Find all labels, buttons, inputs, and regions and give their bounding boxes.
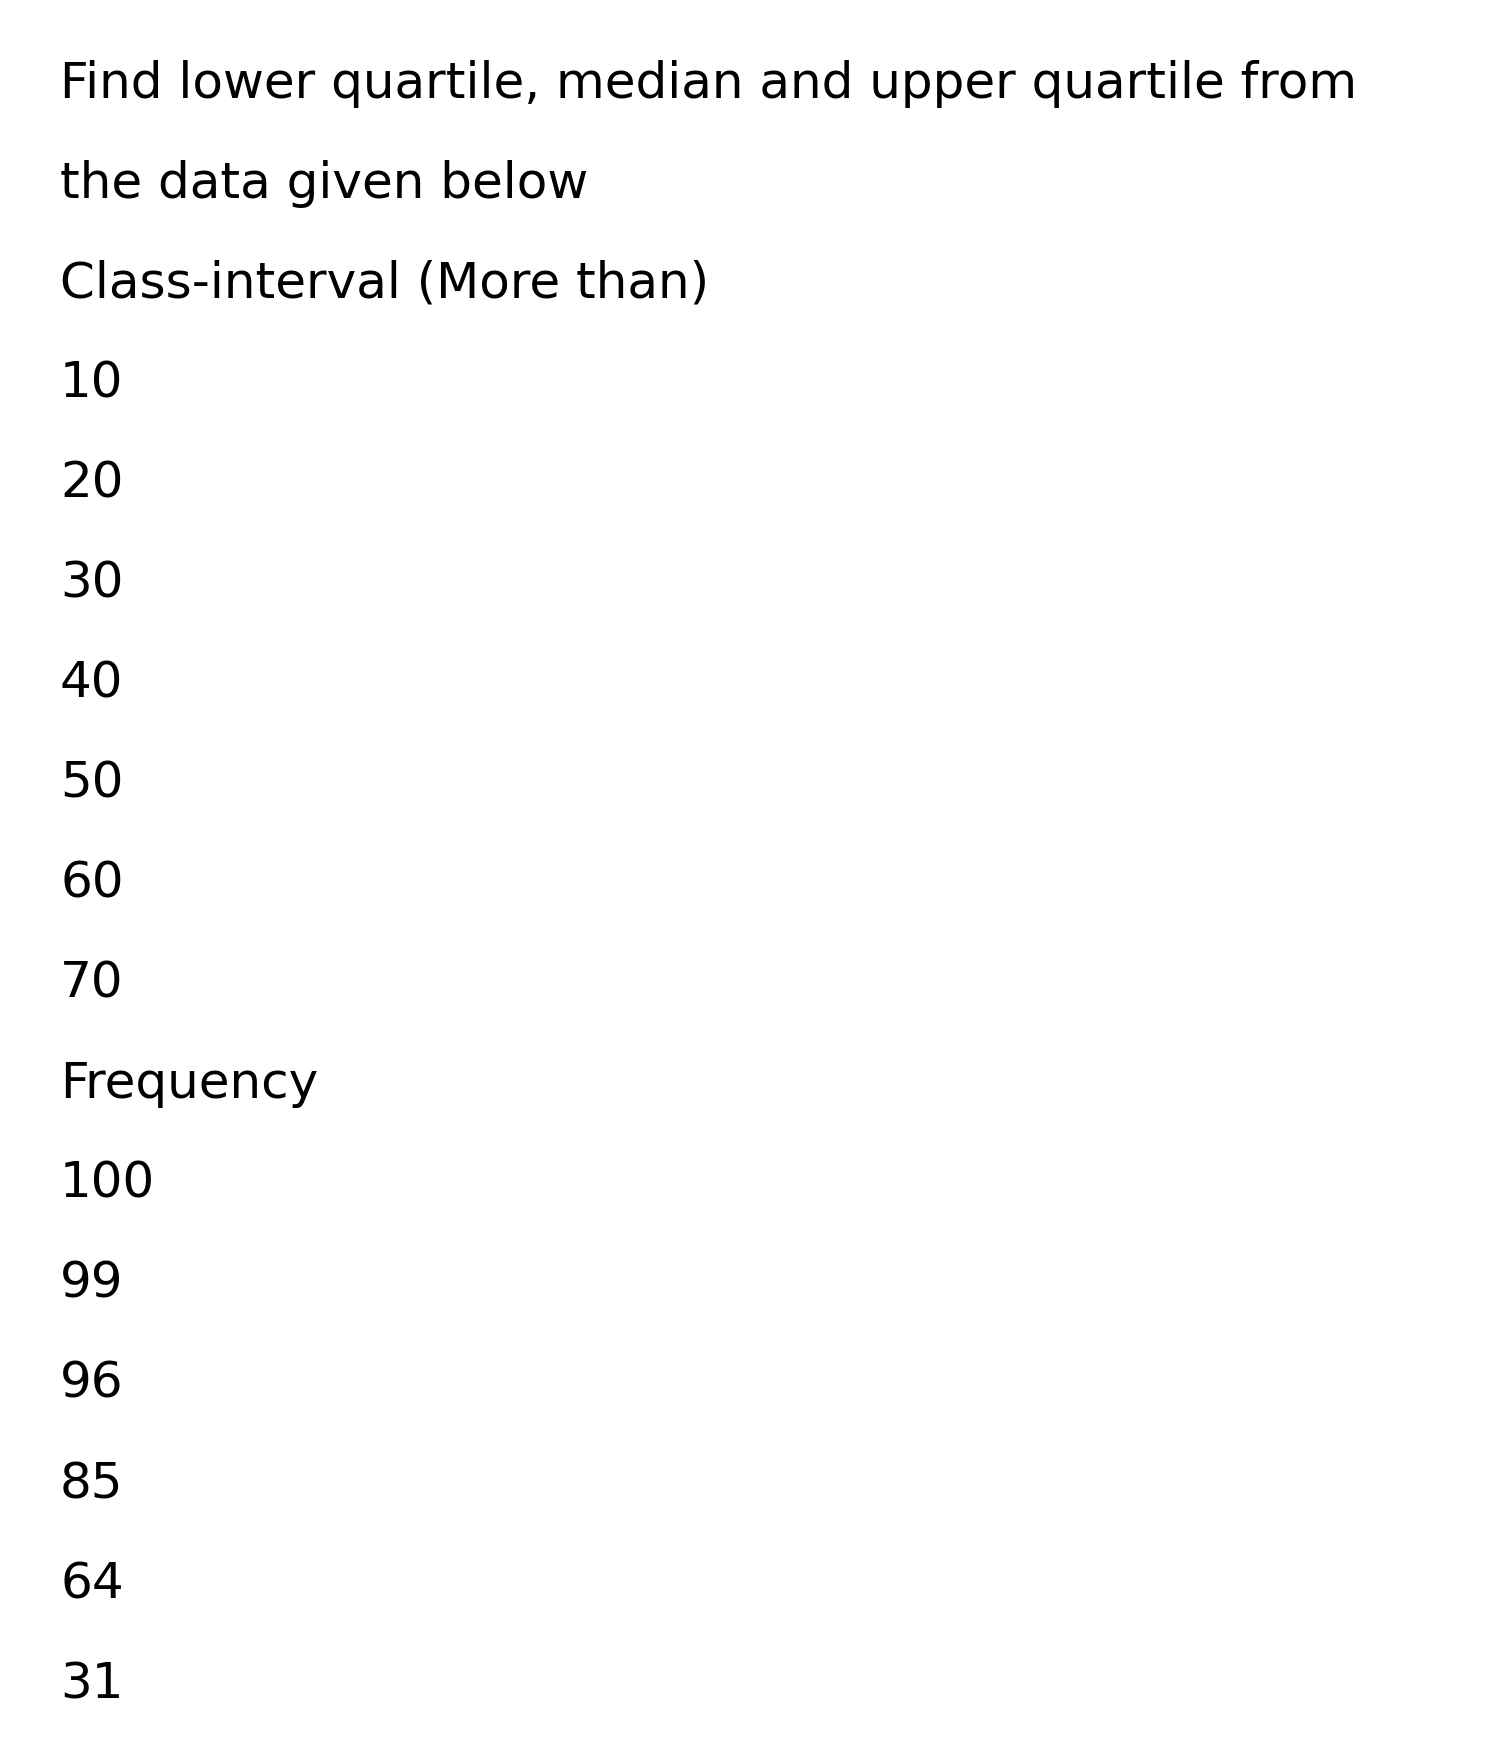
Text: 10: 10 (60, 359, 123, 408)
Text: 70: 70 (60, 959, 123, 1008)
Text: 40: 40 (60, 659, 123, 708)
Text: 96: 96 (60, 1360, 123, 1407)
Text: 31: 31 (60, 1660, 123, 1707)
Text: the data given below: the data given below (60, 160, 588, 208)
Text: 20: 20 (60, 460, 123, 508)
Text: Class-interval (More than): Class-interval (More than) (60, 260, 710, 309)
Text: 100: 100 (60, 1160, 156, 1209)
Text: 30: 30 (60, 560, 123, 609)
Text: 60: 60 (60, 860, 123, 909)
Text: 64: 64 (60, 1559, 123, 1608)
Text: Find lower quartile, median and upper quartile from: Find lower quartile, median and upper qu… (60, 59, 1358, 108)
Text: 85: 85 (60, 1460, 123, 1509)
Text: 50: 50 (60, 760, 123, 807)
Text: 99: 99 (60, 1259, 123, 1308)
Text: Frequency: Frequency (60, 1060, 318, 1107)
